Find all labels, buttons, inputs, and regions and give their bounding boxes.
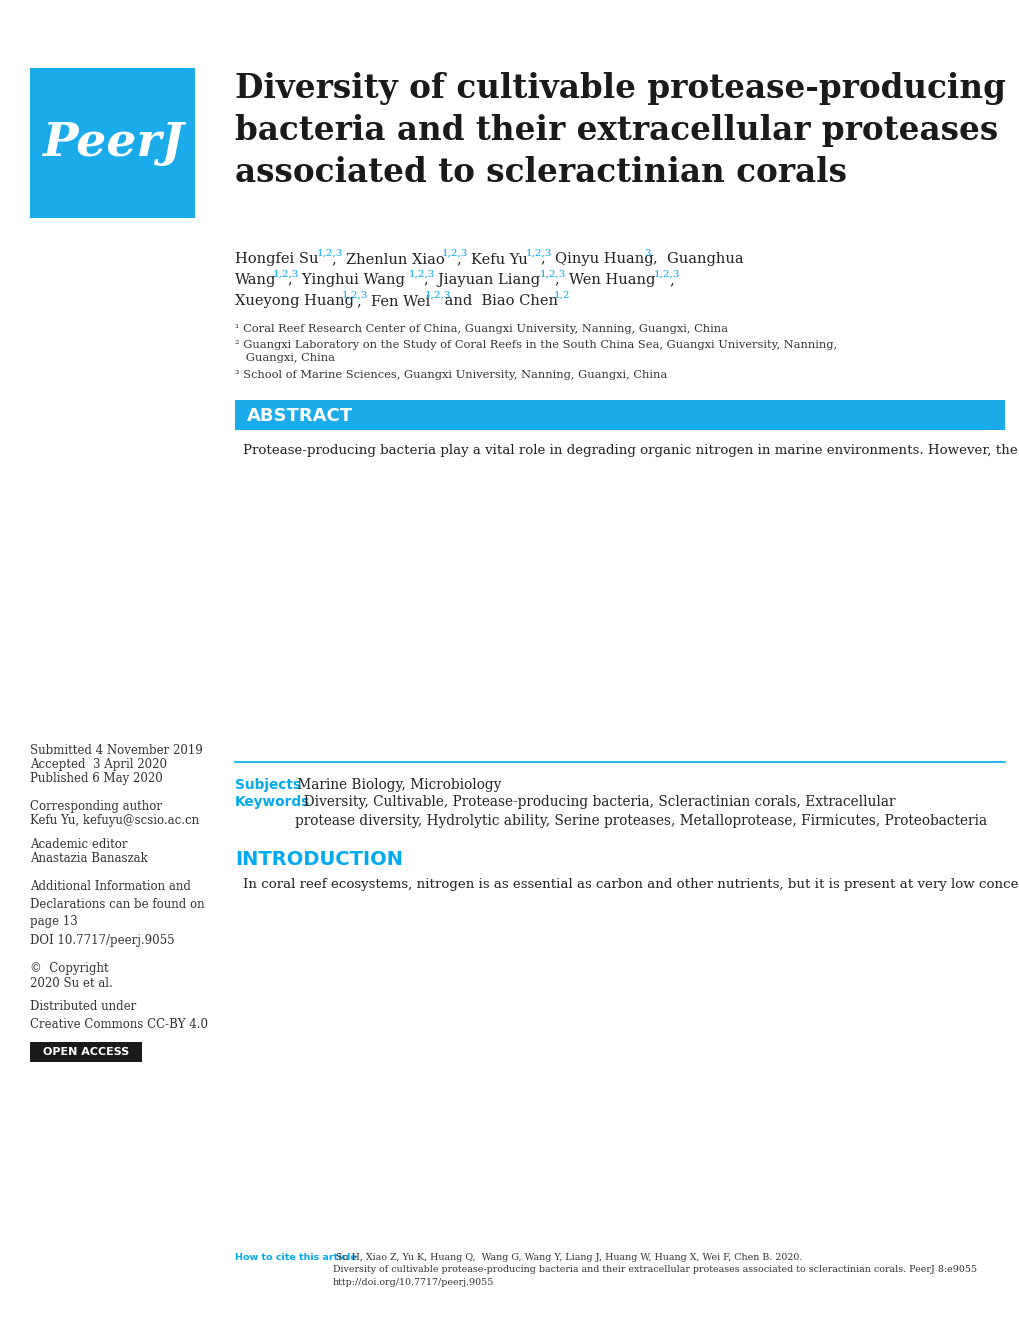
Text: In coral reef ecosystems, nitrogen is as essential as carbon and other nutrients: In coral reef ecosystems, nitrogen is as… xyxy=(243,878,1019,891)
Text: ,  Jiayuan Liang: , Jiayuan Liang xyxy=(424,273,540,286)
Text: Additional Information and
Declarations can be found on
page 13: Additional Information and Declarations … xyxy=(30,880,205,928)
Text: Anastazia Banaszak: Anastazia Banaszak xyxy=(30,851,148,865)
Text: 1,2,3: 1,2,3 xyxy=(539,271,566,279)
Text: ,  Yinghui Wang: , Yinghui Wang xyxy=(287,273,405,286)
Text: Xueyong Huang: Xueyong Huang xyxy=(234,294,354,308)
Text: PeerJ: PeerJ xyxy=(42,120,183,166)
Text: ² Guangxi Laboratory on the Study of Coral Reefs in the South China Sea, Guangxi: ² Guangxi Laboratory on the Study of Cor… xyxy=(234,341,837,363)
Text: 1,2,3: 1,2,3 xyxy=(317,249,343,257)
Text: 1,2,3: 1,2,3 xyxy=(441,249,468,257)
Text: Accepted  3 April 2020: Accepted 3 April 2020 xyxy=(30,758,167,771)
Text: 1,2,3: 1,2,3 xyxy=(273,271,300,279)
Text: ,  Zhenlun Xiao: , Zhenlun Xiao xyxy=(331,252,444,267)
Text: ,  Wen Huang: , Wen Huang xyxy=(554,273,655,286)
Text: and  Biao Chen: and Biao Chen xyxy=(439,294,557,308)
Text: Protease-producing bacteria play a vital role in degrading organic nitrogen in m: Protease-producing bacteria play a vital… xyxy=(243,444,1019,457)
Text: 1,2,3: 1,2,3 xyxy=(526,249,552,257)
Text: 1,2,3: 1,2,3 xyxy=(653,271,680,279)
FancyBboxPatch shape xyxy=(30,69,195,218)
Text: INTRODUCTION: INTRODUCTION xyxy=(234,850,403,869)
Text: 1,2,3: 1,2,3 xyxy=(409,271,435,279)
Text: ABSTRACT: ABSTRACT xyxy=(247,407,353,425)
Text: ,  Guanghua: , Guanghua xyxy=(652,252,743,267)
Text: Keywords: Keywords xyxy=(234,795,310,809)
Text: 1,2,3: 1,2,3 xyxy=(341,290,368,300)
Text: Diversity, Cultivable, Protease-producing bacteria, Scleractinian corals, Extrac: Diversity, Cultivable, Protease-producin… xyxy=(294,795,986,829)
Text: ³ School of Marine Sciences, Guangxi University, Nanning, Guangxi, China: ³ School of Marine Sciences, Guangxi Uni… xyxy=(234,370,666,380)
Text: Diversity of cultivable protease-producing
bacteria and their extracellular prot: Diversity of cultivable protease-produci… xyxy=(234,73,1005,189)
Text: 2020 Su et al.: 2020 Su et al. xyxy=(30,977,113,990)
Text: Su H, Xiao Z, Yu K, Huang Q,  Wang G, Wang Y, Liang J, Huang W, Huang X, Wei F, : Su H, Xiao Z, Yu K, Huang Q, Wang G, Wan… xyxy=(332,1253,976,1287)
Text: Published 6 May 2020: Published 6 May 2020 xyxy=(30,772,163,785)
FancyBboxPatch shape xyxy=(30,1041,142,1063)
Text: ,: , xyxy=(668,273,674,286)
Text: Academic editor: Academic editor xyxy=(30,838,127,851)
Text: Corresponding author: Corresponding author xyxy=(30,800,162,813)
Text: How to cite this article: How to cite this article xyxy=(234,1253,357,1262)
Text: ¹ Coral Reef Research Center of China, Guangxi University, Nanning, Guangxi, Chi: ¹ Coral Reef Research Center of China, G… xyxy=(234,323,728,334)
Text: Subjects: Subjects xyxy=(234,777,301,792)
Text: OPEN ACCESS: OPEN ACCESS xyxy=(43,1047,129,1057)
Text: 1,2: 1,2 xyxy=(553,290,570,300)
Text: 1,2,3: 1,2,3 xyxy=(425,290,451,300)
Text: Kefu Yu, kefuyu@scsio.ac.cn: Kefu Yu, kefuyu@scsio.ac.cn xyxy=(30,814,199,828)
Text: 3: 3 xyxy=(643,249,650,257)
Text: DOI 10.7717/peerj.9055: DOI 10.7717/peerj.9055 xyxy=(30,935,174,946)
Text: Submitted 4 November 2019: Submitted 4 November 2019 xyxy=(30,744,203,756)
Text: Distributed under
Creative Commons CC-BY 4.0: Distributed under Creative Commons CC-BY… xyxy=(30,1001,208,1031)
Text: ©  Copyright: © Copyright xyxy=(30,962,108,975)
Text: Marine Biology, Microbiology: Marine Biology, Microbiology xyxy=(292,777,501,792)
Text: ,  Kefu Yu: , Kefu Yu xyxy=(457,252,527,267)
Text: Wang: Wang xyxy=(234,273,276,286)
Text: Hongfei Su: Hongfei Su xyxy=(234,252,318,267)
Text: ,  Fen Wei: , Fen Wei xyxy=(357,294,430,308)
FancyBboxPatch shape xyxy=(234,400,1004,430)
Text: ,  Qinyu Huang: , Qinyu Huang xyxy=(540,252,653,267)
